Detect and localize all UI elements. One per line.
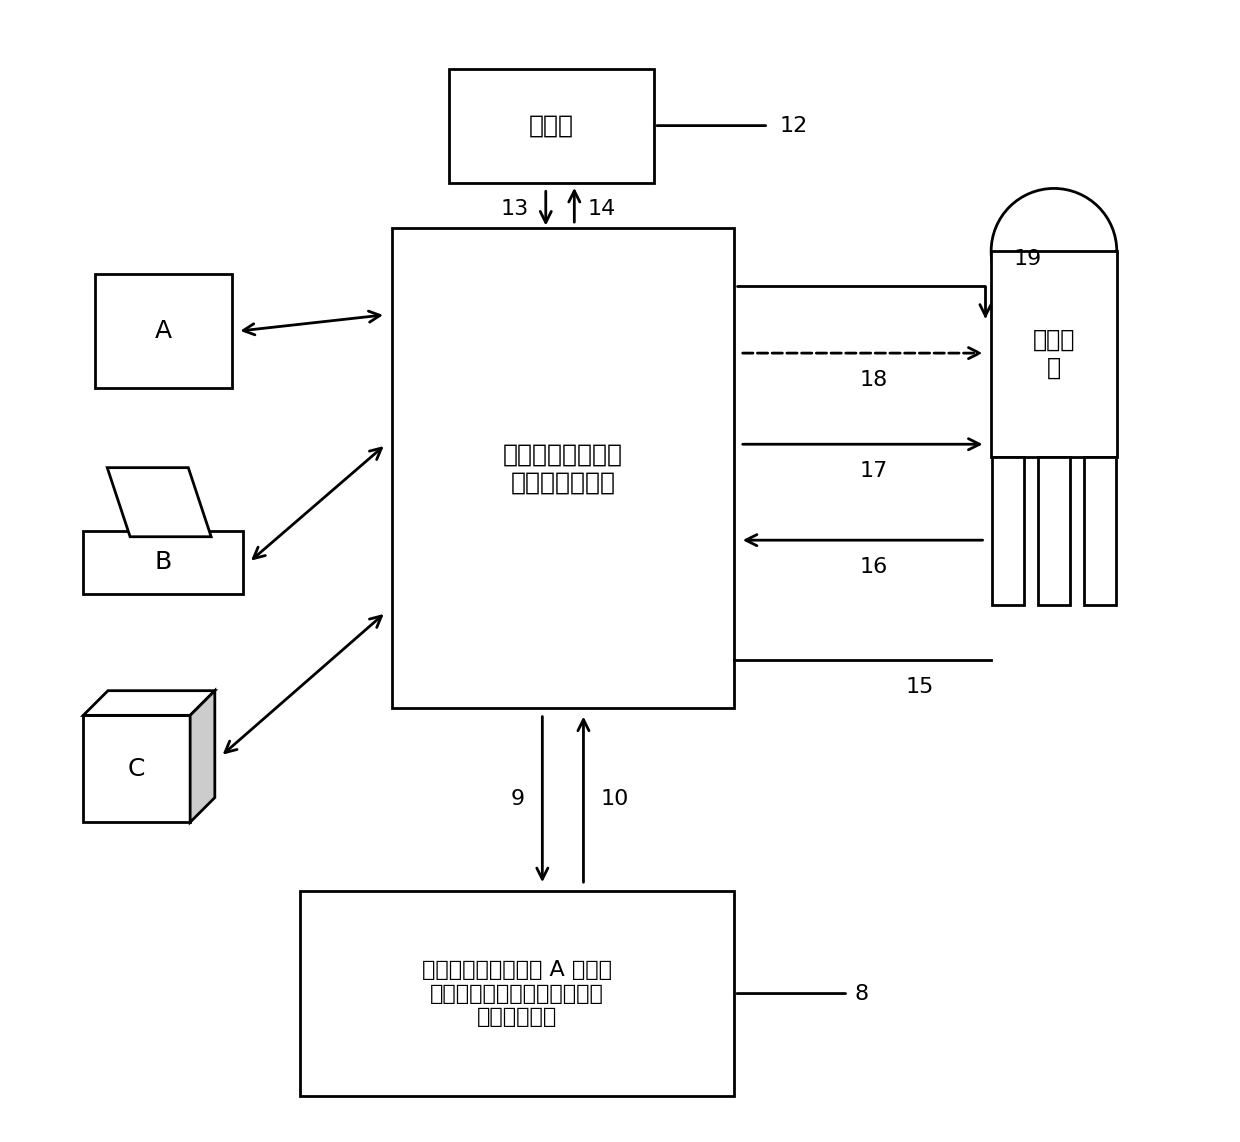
Text: 被检测
者: 被检测 者 <box>1033 328 1075 380</box>
FancyBboxPatch shape <box>83 531 243 594</box>
Text: 19: 19 <box>1014 249 1043 268</box>
Text: 智能数据中心主机
或数据使用终端: 智能数据中心主机 或数据使用终端 <box>503 442 622 494</box>
Text: 显示屏: 显示屏 <box>529 113 574 138</box>
FancyBboxPatch shape <box>392 228 734 708</box>
Circle shape <box>991 188 1117 314</box>
Text: 15: 15 <box>905 677 934 698</box>
Text: 13: 13 <box>501 199 528 219</box>
Text: 12: 12 <box>780 115 808 136</box>
Text: 16: 16 <box>861 557 888 578</box>
FancyBboxPatch shape <box>300 891 734 1096</box>
FancyBboxPatch shape <box>991 251 1117 457</box>
FancyBboxPatch shape <box>1038 457 1070 605</box>
Text: B: B <box>155 550 172 574</box>
Text: A: A <box>155 319 172 344</box>
FancyBboxPatch shape <box>1084 457 1116 605</box>
Text: 9: 9 <box>511 789 526 810</box>
Text: 新的数据包括了步骤 A 中新的
原始数据以及原被检测者再次
被检测的数据: 新的数据包括了步骤 A 中新的 原始数据以及原被检测者再次 被检测的数据 <box>422 960 613 1027</box>
Polygon shape <box>190 691 215 822</box>
FancyBboxPatch shape <box>449 69 655 183</box>
Text: 14: 14 <box>588 199 616 219</box>
FancyBboxPatch shape <box>94 274 232 388</box>
Polygon shape <box>107 468 211 537</box>
FancyBboxPatch shape <box>83 715 190 822</box>
Text: 18: 18 <box>861 370 888 391</box>
FancyBboxPatch shape <box>992 457 1024 605</box>
Text: 10: 10 <box>600 789 629 810</box>
Polygon shape <box>83 691 215 715</box>
Text: C: C <box>128 757 145 781</box>
Text: 8: 8 <box>854 983 868 1004</box>
Text: 17: 17 <box>861 461 888 482</box>
